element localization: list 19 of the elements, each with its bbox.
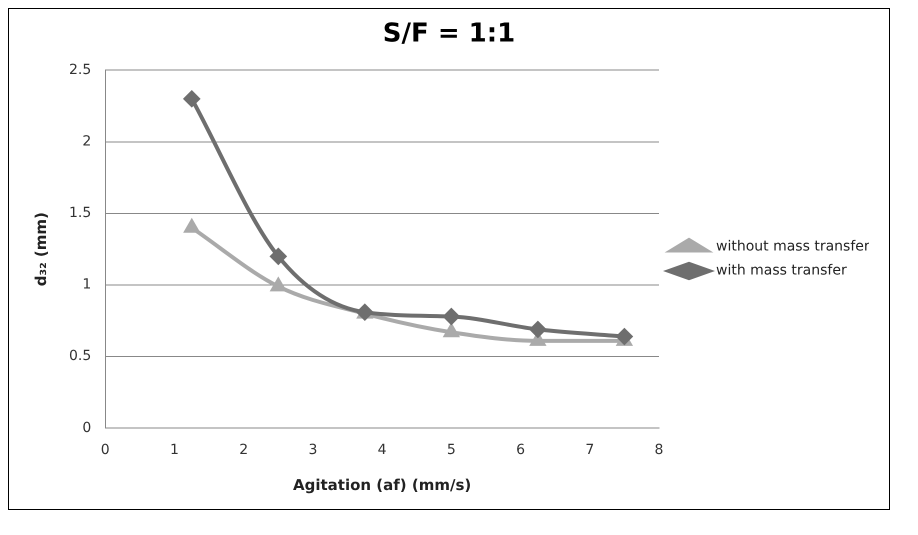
x-axis-title: Agitation (af) (mm/s) <box>293 476 472 494</box>
legend-label: with mass transfer <box>716 262 847 279</box>
y-tick-label: 1 <box>82 276 92 293</box>
x-tick-label: 1 <box>170 442 179 458</box>
chart-title: S/F = 1:1 <box>382 18 516 48</box>
y-axis-title: d₃₂ (mm) <box>32 212 50 286</box>
y-tick-label: 1.5 <box>69 205 92 222</box>
y-tick-label: 2 <box>82 133 92 150</box>
y-tick-label: 2.5 <box>69 62 92 78</box>
y-tick-label: 0 <box>82 420 92 436</box>
x-tick-label: 5 <box>446 442 456 458</box>
x-tick-label: 2 <box>239 442 248 458</box>
x-tick-label: 8 <box>654 442 664 458</box>
x-tick-label: 4 <box>378 442 387 458</box>
x-tick-label: 6 <box>516 442 526 458</box>
x-tick-label: 0 <box>100 442 110 458</box>
y-tick-label: 0.5 <box>69 348 92 364</box>
x-tick-label: 7 <box>585 442 594 458</box>
x-tick-label: 3 <box>308 442 318 458</box>
